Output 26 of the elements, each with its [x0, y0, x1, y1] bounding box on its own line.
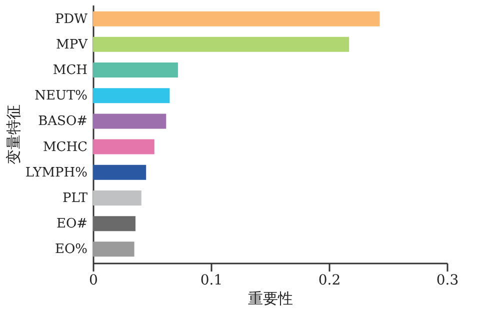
- bar: [93, 216, 136, 232]
- y-tick-label: PDW: [54, 12, 88, 27]
- y-tick-label: NEUT%: [34, 88, 88, 104]
- x-tick-label: 0.3: [436, 272, 459, 288]
- y-tick-label: LYMPH%: [25, 165, 88, 180]
- y-tick-label: EO%: [55, 242, 88, 258]
- x-tick-label: 0: [89, 272, 98, 288]
- bar: [93, 36, 350, 52]
- bar: [93, 88, 170, 104]
- y-tick-label: MCH: [52, 63, 88, 78]
- x-tick-label: 0.1: [200, 272, 223, 288]
- x-tick-label: 0.2: [318, 272, 341, 288]
- bar: [93, 114, 166, 129]
- bar: [93, 139, 154, 154]
- y-tick-label: EO#: [56, 216, 88, 232]
- y-tick-label: BASO#: [38, 114, 88, 130]
- bar: [93, 11, 380, 26]
- y-axis-title: 变量特征: [4, 104, 22, 164]
- y-tick-label: MCHC: [42, 140, 88, 155]
- bar: [93, 62, 178, 78]
- y-tick-label: MPV: [56, 37, 88, 52]
- x-axis-title: 重要性: [248, 290, 293, 308]
- bar: [93, 242, 134, 257]
- bar: [93, 190, 142, 206]
- bar: [93, 164, 146, 180]
- y-tick-label: PLT: [62, 190, 88, 206]
